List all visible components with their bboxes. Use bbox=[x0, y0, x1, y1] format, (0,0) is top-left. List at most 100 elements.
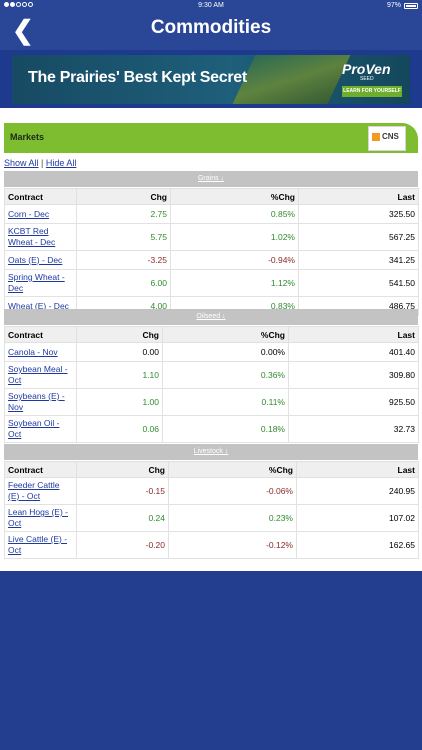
table-header-row: Contract Chg %Chg Last bbox=[4, 326, 419, 343]
page-title: Commodities bbox=[150, 17, 272, 38]
change-value: 6.00 bbox=[76, 269, 171, 297]
signal-strength-icon bbox=[4, 2, 33, 7]
hide-all-link[interactable]: Hide All bbox=[45, 158, 77, 168]
contract-link[interactable]: KCBT Red Wheat - Dec bbox=[4, 223, 77, 251]
last-price: 107.02 bbox=[296, 504, 419, 532]
link-separator: | bbox=[41, 158, 44, 168]
percent-change-value: 1.02% bbox=[170, 223, 299, 251]
change-value: 2.75 bbox=[76, 204, 171, 224]
header-chg: Chg bbox=[76, 461, 169, 478]
table-row: Oats (E) - Dec -3.25 -0.94% 341.25 bbox=[4, 250, 419, 270]
section-label[interactable]: Livestock ↓ bbox=[193, 448, 229, 455]
table-row: KCBT Red Wheat - Dec 5.75 1.02% 567.25 bbox=[4, 223, 419, 251]
header-chg: Chg bbox=[76, 188, 171, 205]
table-row: Feeder Cattle (E) - Oct -0.15 -0.06% 240… bbox=[4, 477, 419, 505]
change-value: 0.00 bbox=[76, 342, 163, 362]
status-time: 9:30 AM bbox=[198, 2, 224, 9]
table-header-row: Contract Chg %Chg Last bbox=[4, 188, 419, 205]
header-pct-chg: %Chg bbox=[168, 461, 297, 478]
cns-logo: CNS bbox=[368, 126, 406, 151]
last-price: 925.50 bbox=[288, 388, 419, 416]
last-price: 32.73 bbox=[288, 415, 419, 443]
change-value: 1.00 bbox=[76, 388, 163, 416]
change-value: 0.24 bbox=[76, 504, 169, 532]
cns-logo-icon bbox=[372, 133, 380, 141]
ad-field-image bbox=[232, 55, 351, 104]
section-label[interactable]: Grains ↓ bbox=[197, 175, 225, 182]
status-bar: 9:30 AM 97% bbox=[0, 0, 422, 12]
contract-link[interactable]: Oats (E) - Dec bbox=[4, 250, 77, 270]
section-toggle-grains[interactable]: Grains ↓ bbox=[4, 171, 418, 187]
grains-table: Contract Chg %Chg Last Corn - Dec 2.75 0… bbox=[4, 188, 419, 316]
header-last: Last bbox=[288, 326, 419, 343]
percent-change-value: 0.18% bbox=[162, 415, 289, 443]
contract-link[interactable]: Canola - Nov bbox=[4, 342, 77, 362]
contract-link[interactable]: Spring Wheat - Dec bbox=[4, 269, 77, 297]
percent-change-value: 1.12% bbox=[170, 269, 299, 297]
last-price: 541.50 bbox=[298, 269, 419, 297]
table-row: Soybean Oil - Oct 0.06 0.18% 32.73 bbox=[4, 415, 419, 443]
ad-brand-sub: SEED bbox=[360, 76, 374, 82]
show-all-link[interactable]: Show All bbox=[4, 158, 39, 168]
percent-change-value: -0.12% bbox=[168, 531, 297, 559]
markets-header: Markets CNS bbox=[4, 123, 418, 153]
header-last: Last bbox=[296, 461, 419, 478]
table-row: Soybeans (E) - Nov 1.00 0.11% 925.50 bbox=[4, 388, 419, 416]
change-value: -0.20 bbox=[76, 531, 169, 559]
contract-link[interactable]: Live Cattle (E) - Oct bbox=[4, 531, 77, 559]
ad-headline: The Prairies' Best Kept Secret bbox=[28, 69, 247, 86]
contract-link[interactable]: Lean Hogs (E) - Oct bbox=[4, 504, 77, 532]
section-toggle-oilseed[interactable]: Oilseed ↓ bbox=[4, 309, 418, 325]
header-last: Last bbox=[298, 188, 419, 205]
table-row: Corn - Dec 2.75 0.85% 325.50 bbox=[4, 204, 419, 224]
ad-banner[interactable]: The Prairies' Best Kept Secret ProVen SE… bbox=[12, 55, 410, 104]
section-label[interactable]: Oilseed ↓ bbox=[196, 313, 226, 320]
contract-link[interactable]: Soybean Oil - Oct bbox=[4, 415, 77, 443]
header-pct-chg: %Chg bbox=[170, 188, 299, 205]
markets-content: Markets CNS Show All | Hide All Grains ↓… bbox=[0, 108, 422, 571]
percent-change-value: 0.00% bbox=[162, 342, 289, 362]
battery-icon bbox=[404, 2, 418, 9]
table-row: Soybean Meal - Oct 1.10 0.36% 309.80 bbox=[4, 361, 419, 389]
header-pct-chg: %Chg bbox=[162, 326, 289, 343]
last-price: 162.65 bbox=[296, 531, 419, 559]
contract-link[interactable]: Soybean Meal - Oct bbox=[4, 361, 77, 389]
bottom-background bbox=[0, 571, 422, 750]
battery-percent: 97% bbox=[386, 2, 401, 9]
header-contract: Contract bbox=[4, 461, 77, 478]
percent-change-value: 0.23% bbox=[168, 504, 297, 532]
change-value: 1.10 bbox=[76, 361, 163, 389]
percent-change-value: 0.11% bbox=[162, 388, 289, 416]
change-value: 0.06 bbox=[76, 415, 163, 443]
livestock-table: Contract Chg %Chg Last Feeder Cattle (E)… bbox=[4, 461, 419, 559]
ad-banner-area: The Prairies' Best Kept Secret ProVen SE… bbox=[0, 50, 422, 108]
last-price: 401.40 bbox=[288, 342, 419, 362]
cns-logo-text: CNS bbox=[382, 132, 399, 141]
last-price: 567.25 bbox=[298, 223, 419, 251]
last-price: 309.80 bbox=[288, 361, 419, 389]
markets-title: Markets bbox=[10, 132, 45, 142]
change-value: -3.25 bbox=[76, 250, 171, 270]
ad-cta-button[interactable]: LEARN FOR YOURSELF bbox=[342, 86, 402, 97]
oilseed-table: Contract Chg %Chg Last Canola - Nov 0.00… bbox=[4, 326, 419, 443]
percent-change-value: -0.94% bbox=[170, 250, 299, 270]
contract-link[interactable]: Feeder Cattle (E) - Oct bbox=[4, 477, 77, 505]
percent-change-value: 0.36% bbox=[162, 361, 289, 389]
table-row: Spring Wheat - Dec 6.00 1.12% 541.50 bbox=[4, 269, 419, 297]
ad-brand-logo: ProVen bbox=[342, 61, 391, 77]
contract-link[interactable]: Corn - Dec bbox=[4, 204, 77, 224]
battery-status: 97% bbox=[387, 2, 418, 9]
last-price: 341.25 bbox=[298, 250, 419, 270]
back-button[interactable]: ❮ bbox=[12, 15, 34, 45]
contract-link[interactable]: Soybeans (E) - Nov bbox=[4, 388, 77, 416]
section-toggle-livestock[interactable]: Livestock ↓ bbox=[4, 444, 418, 460]
header-contract: Contract bbox=[4, 188, 77, 205]
table-row: Live Cattle (E) - Oct -0.20 -0.12% 162.6… bbox=[4, 531, 419, 559]
last-price: 325.50 bbox=[298, 204, 419, 224]
table-row: Lean Hogs (E) - Oct 0.24 0.23% 107.02 bbox=[4, 504, 419, 532]
percent-change-value: -0.06% bbox=[168, 477, 297, 505]
table-row: Canola - Nov 0.00 0.00% 401.40 bbox=[4, 342, 419, 362]
table-header-row: Contract Chg %Chg Last bbox=[4, 461, 419, 478]
change-value: 5.75 bbox=[76, 223, 171, 251]
header-contract: Contract bbox=[4, 326, 77, 343]
